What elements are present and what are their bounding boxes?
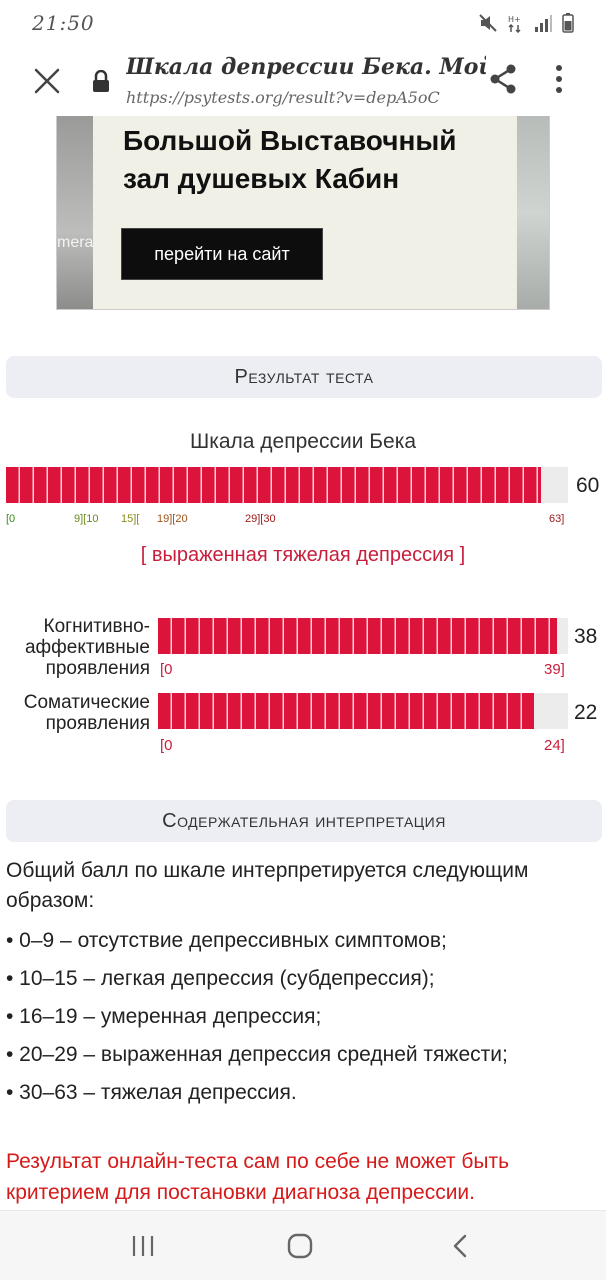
more-options-icon[interactable] <box>544 62 574 96</box>
mute-icon <box>479 14 497 32</box>
subscale-somatic-bar <box>158 693 568 729</box>
ad-visit-button[interactable]: перейти на сайт <box>121 228 323 280</box>
subscale-cognitive-range-min: [0 <box>160 661 173 678</box>
interpretation-item: • 0–9 – отсутствие депрессивных симптомо… <box>6 929 447 952</box>
system-nav-bar <box>0 1210 606 1280</box>
share-icon[interactable] <box>486 62 520 96</box>
interpretation-item: • 20–29 – выраженная депрессия средней т… <box>6 1043 508 1066</box>
subscale-cognitive-value: 38 <box>574 625 598 648</box>
back-icon[interactable] <box>448 1233 472 1259</box>
scale-title: Шкала депрессии Бека <box>189 430 417 453</box>
ad-image-right <box>515 116 549 309</box>
status-time: 21:50 <box>32 11 95 35</box>
ad-headline: Большой Выставочный зал душевых Кабин <box>123 125 457 194</box>
status-icons: H+ <box>478 13 574 33</box>
interpretation-item: • 30–63 – тяжелая депрессия. <box>6 1081 297 1104</box>
subscale-somatic-bar-fill <box>158 693 534 729</box>
scale-tick-9-10: 9][10 <box>74 513 99 525</box>
result-verdict: [ выраженная тяжелая депрессия ] <box>140 544 466 566</box>
ad-watermark: mera <box>57 234 94 251</box>
close-icon[interactable] <box>30 64 64 98</box>
interpretation-item: • 16–19 – умеренная депрессия; <box>6 1005 322 1028</box>
scale-tick-0: [0 <box>6 513 16 525</box>
battery-icon <box>562 13 574 33</box>
ad-banner[interactable]: mera Большой Выставочный зал душевых Каб… <box>56 116 550 310</box>
subscale-somatic-range-max: 24] <box>544 737 565 754</box>
interpretation-intro: Общий балл по шкале интерпретируется сле… <box>6 859 529 912</box>
total-score-bar-fill <box>6 467 542 503</box>
subscale-cognitive-bar <box>158 618 568 654</box>
status-bar: 21:50 H+ <box>0 0 606 46</box>
ad-image-left <box>57 116 93 309</box>
browser-toolbar: Шкала депрессии Бека. Мой р… https://psy… <box>0 46 606 116</box>
subscale-cognitive-range-max: 39] <box>544 661 565 678</box>
interpretation-item: • 10–15 – легкая депрессия (субдепрессия… <box>6 967 435 990</box>
scale-tick-19-20: 19][20 <box>157 513 188 525</box>
signal-icon <box>535 15 552 32</box>
scale-tick-63: 63] <box>549 513 565 525</box>
subscale-somatic-value: 22 <box>574 701 598 724</box>
scale-tick-29-30: 29][30 <box>245 513 276 525</box>
home-icon[interactable] <box>286 1232 314 1260</box>
recent-apps-icon[interactable] <box>130 1233 156 1259</box>
page-url[interactable]: https://psytests.org/result?v=depA5oC <box>126 88 440 107</box>
interpretation-section-header: Содержательная интерпретация <box>6 800 602 842</box>
total-score-value: 60 <box>576 474 600 497</box>
subscale-somatic-range-min: [0 <box>160 737 173 754</box>
disclaimer-note: Результат онлайн-теста сам по себе не мо… <box>6 1150 510 1204</box>
network-type-icon: H+ <box>508 15 521 33</box>
result-section-header: Результат теста <box>6 356 602 398</box>
subscale-somatic-label: Соматические проявления <box>23 692 150 734</box>
svg-text:H+: H+ <box>508 15 521 24</box>
scale-tick-15: 15][ <box>121 513 140 525</box>
subscale-cognitive-label: Когнитивно- аффективные проявления <box>24 616 150 679</box>
subscale-cognitive-bar-fill <box>158 618 558 654</box>
lock-icon <box>93 70 109 92</box>
page-title: Шкала депрессии Бека. Мой р… <box>126 54 486 80</box>
total-score-bar <box>6 467 568 503</box>
